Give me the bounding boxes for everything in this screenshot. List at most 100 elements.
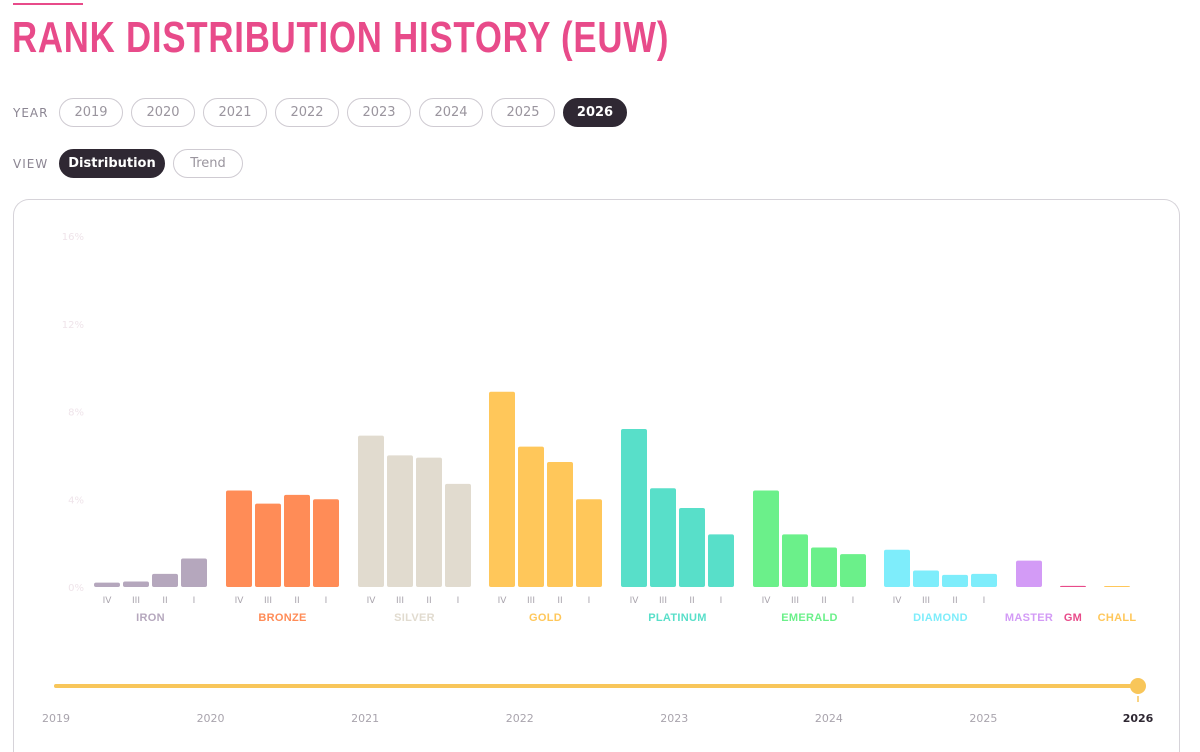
division-label: I bbox=[325, 596, 328, 606]
bar-iron-iv[interactable] bbox=[94, 582, 120, 587]
division-label: III bbox=[659, 596, 667, 606]
division-label: III bbox=[132, 596, 140, 606]
timeline-year-2024: 2024 bbox=[815, 712, 843, 725]
tier-label-diamond: DIAMOND bbox=[913, 612, 968, 624]
title-accent-rule bbox=[13, 3, 83, 5]
division-label: II bbox=[557, 596, 562, 606]
view-filter-label: VIEW bbox=[13, 156, 49, 171]
year-pill-2020[interactable]: 2020 bbox=[131, 98, 195, 127]
timeline-year-2026: 2026 bbox=[1123, 712, 1154, 725]
bar-bronze-iii[interactable] bbox=[255, 503, 281, 587]
division-label: II bbox=[426, 596, 431, 606]
division-label: III bbox=[922, 596, 930, 606]
bar-diamond-iv[interactable] bbox=[884, 549, 910, 587]
division-label: IV bbox=[762, 596, 772, 606]
tier-label-iron: IRON bbox=[136, 612, 165, 624]
year-pill-2019[interactable]: 2019 bbox=[59, 98, 123, 127]
year-pill-2026[interactable]: 2026 bbox=[563, 98, 627, 127]
timeline-handle[interactable] bbox=[1130, 678, 1146, 694]
bar-bronze-i[interactable] bbox=[313, 499, 339, 587]
year-pill-2022[interactable]: 2022 bbox=[275, 98, 339, 127]
y-tick-label: 8% bbox=[68, 408, 84, 419]
bar-diamond-i[interactable] bbox=[971, 573, 997, 587]
y-tick-label: 4% bbox=[68, 495, 84, 506]
division-label: IV bbox=[367, 596, 377, 606]
division-label: II bbox=[689, 596, 694, 606]
division-label: IV bbox=[893, 596, 903, 606]
tier-label-gold: GOLD bbox=[529, 612, 562, 624]
year-filter-label: YEAR bbox=[13, 105, 49, 120]
bar-bronze-iv[interactable] bbox=[226, 490, 252, 587]
tier-label-platinum: PLATINUM bbox=[648, 612, 706, 624]
tier-label-master: MASTER bbox=[1005, 612, 1053, 624]
bar-iron-ii[interactable] bbox=[152, 573, 178, 587]
bar-chall[interactable] bbox=[1104, 586, 1130, 587]
tier-label-bronze: BRONZE bbox=[258, 612, 306, 624]
timeline-year-2020: 2020 bbox=[197, 712, 225, 725]
bar-platinum-iv[interactable] bbox=[621, 429, 647, 587]
timeline-year-2019: 2019 bbox=[42, 712, 70, 725]
division-label: I bbox=[983, 596, 986, 606]
bar-platinum-ii[interactable] bbox=[679, 508, 705, 587]
bar-bronze-ii[interactable] bbox=[284, 494, 310, 587]
bar-emerald-iv[interactable] bbox=[753, 490, 779, 587]
bar-gold-iii[interactable] bbox=[518, 446, 544, 587]
division-label: II bbox=[294, 596, 299, 606]
y-tick-label: 16% bbox=[62, 232, 84, 243]
division-label: I bbox=[193, 596, 196, 606]
division-label: II bbox=[821, 596, 826, 606]
bar-gold-i[interactable] bbox=[576, 499, 602, 587]
chart-card: 16% 12% 8% 4% 0% IV III II I IRON IV III II I BRONZE IV… bbox=[13, 199, 1180, 752]
division-label: II bbox=[952, 596, 957, 606]
division-label: II bbox=[162, 596, 167, 606]
tier-label-silver: SILVER bbox=[394, 612, 435, 624]
year-pill-2025[interactable]: 2025 bbox=[491, 98, 555, 127]
page-title: RANK DISTRIBUTION HISTORY (EUW) bbox=[12, 13, 670, 62]
bar-silver-ii[interactable] bbox=[416, 457, 442, 587]
year-pill-2023[interactable]: 2023 bbox=[347, 98, 411, 127]
division-label: III bbox=[264, 596, 272, 606]
division-label: III bbox=[527, 596, 535, 606]
tier-label-gm: GM bbox=[1064, 612, 1082, 624]
bar-platinum-iii[interactable] bbox=[650, 488, 676, 587]
bar-emerald-i[interactable] bbox=[840, 554, 866, 587]
bar-silver-iii[interactable] bbox=[387, 455, 413, 587]
bar-gm[interactable] bbox=[1060, 585, 1086, 587]
bar-gold-ii[interactable] bbox=[547, 461, 573, 587]
view-pill-distribution[interactable]: Distribution bbox=[59, 149, 165, 178]
bar-diamond-ii[interactable] bbox=[942, 574, 968, 587]
year-filter: YEAR 2019 2020 2021 2022 2023 2024 2025 … bbox=[13, 98, 635, 127]
bar-iron-iii[interactable] bbox=[123, 581, 149, 587]
division-label: III bbox=[396, 596, 404, 606]
division-label: I bbox=[852, 596, 855, 606]
timeline-year-2023: 2023 bbox=[660, 712, 688, 725]
bar-emerald-ii[interactable] bbox=[811, 547, 837, 587]
division-label: III bbox=[791, 596, 799, 606]
division-label: IV bbox=[498, 596, 508, 606]
y-tick-label: 12% bbox=[62, 320, 84, 331]
division-label: I bbox=[457, 596, 460, 606]
division-label: IV bbox=[630, 596, 640, 606]
view-filter: VIEW Distribution Trend bbox=[13, 149, 251, 178]
timeline-year-2022: 2022 bbox=[506, 712, 534, 725]
bar-silver-i[interactable] bbox=[445, 483, 471, 587]
bar-diamond-iii[interactable] bbox=[913, 570, 939, 587]
bar-silver-iv[interactable] bbox=[358, 435, 384, 587]
y-tick-label: 0% bbox=[68, 583, 84, 594]
bar-gold-iv[interactable] bbox=[489, 391, 515, 587]
bar-master[interactable] bbox=[1016, 560, 1042, 587]
division-label: IV bbox=[235, 596, 245, 606]
timeline-year-2021: 2021 bbox=[351, 712, 379, 725]
bar-platinum-i[interactable] bbox=[708, 534, 734, 587]
view-pill-trend[interactable]: Trend bbox=[173, 149, 243, 178]
division-label: IV bbox=[103, 596, 113, 606]
bar-emerald-iii[interactable] bbox=[782, 534, 808, 587]
bar-iron-i[interactable] bbox=[181, 558, 207, 587]
division-label: I bbox=[720, 596, 723, 606]
year-pill-2021[interactable]: 2021 bbox=[203, 98, 267, 127]
tier-label-chall: CHALL bbox=[1098, 612, 1137, 624]
division-label: I bbox=[588, 596, 591, 606]
year-pill-2024[interactable]: 2024 bbox=[419, 98, 483, 127]
tier-label-emerald: EMERALD bbox=[781, 612, 838, 624]
